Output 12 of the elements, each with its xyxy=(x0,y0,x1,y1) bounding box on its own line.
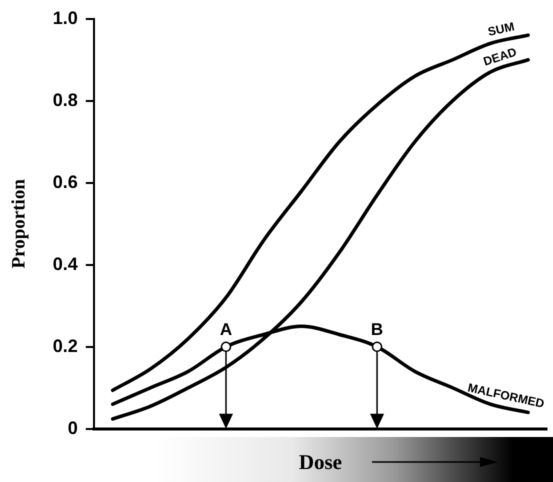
text: DEAD xyxy=(482,44,519,69)
data-label: A xyxy=(220,320,232,339)
y-tick-label: 0.4 xyxy=(52,254,78,274)
data-label: B xyxy=(370,320,384,339)
text: SUM xyxy=(486,19,516,39)
y-tick-label: 0 xyxy=(68,418,78,438)
y-tick-label: 1.0 xyxy=(52,8,78,28)
y-tick-label: 0.8 xyxy=(52,90,78,110)
y-axis-title: Proportion xyxy=(8,178,30,268)
x-axis-title: Dose xyxy=(298,450,342,474)
y-tick-label: 0.2 xyxy=(52,336,78,356)
y-tick-label: 0.6 xyxy=(52,172,78,192)
